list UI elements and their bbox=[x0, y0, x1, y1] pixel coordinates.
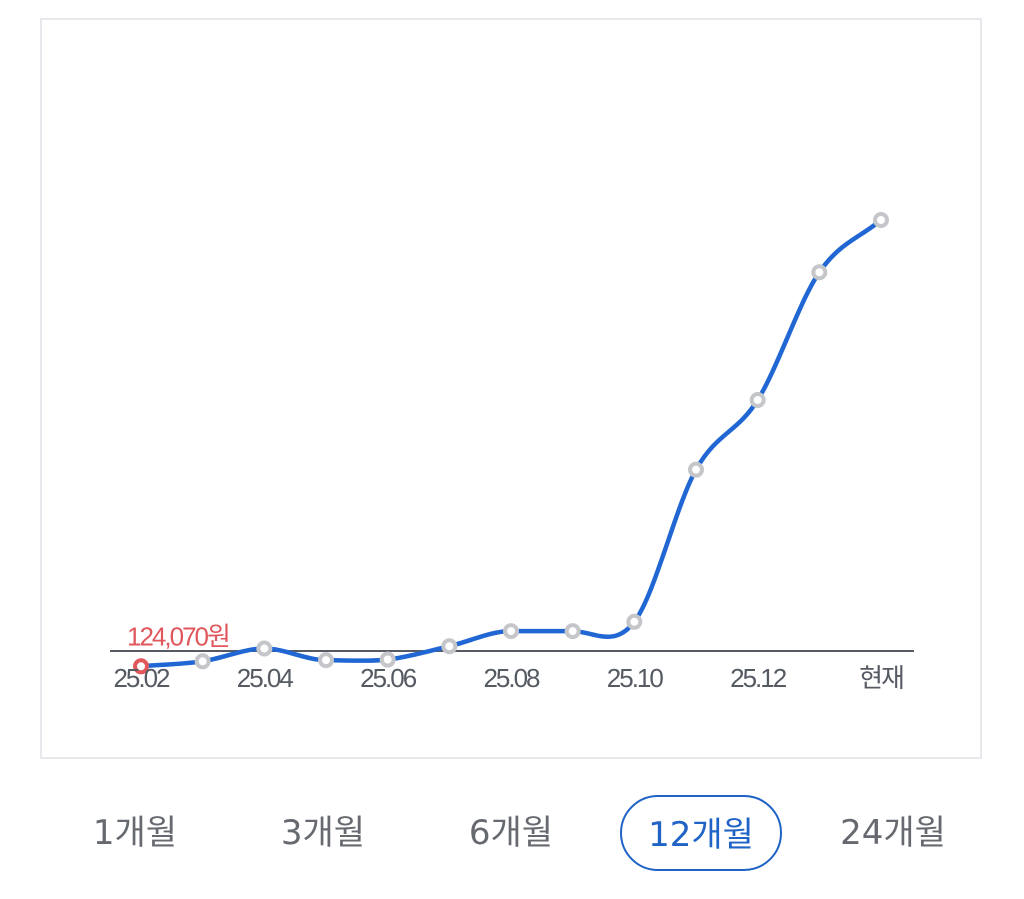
data-point bbox=[441, 638, 458, 655]
data-point bbox=[379, 651, 396, 668]
data-point-highlight bbox=[133, 658, 149, 675]
data-point bbox=[749, 392, 766, 408]
tab-3-months[interactable]: 3개월 bbox=[280, 813, 366, 853]
series-line-layer bbox=[138, 217, 884, 669]
data-point bbox=[688, 461, 704, 478]
x-tick-label: 25.06 bbox=[360, 663, 417, 693]
data-point bbox=[256, 640, 273, 657]
tick-labels: 25.02 25.04 25.06 25.08 25.10 25.12 현재 124,070원 bbox=[113, 621, 905, 693]
data-point bbox=[873, 212, 889, 228]
tab-1-month[interactable]: 1개월 bbox=[92, 813, 178, 853]
data-points bbox=[133, 212, 889, 675]
data-point bbox=[564, 623, 581, 640]
data-point bbox=[318, 652, 334, 669]
data-point bbox=[503, 623, 519, 640]
period-selector: 1개월 3개월 6개월 12개월 24개월 bbox=[0, 790, 1024, 880]
price-line-chart: 25.02 25.04 25.06 25.08 25.10 25.12 현재 124,070원 bbox=[110, 212, 914, 693]
tab-6-months[interactable]: 6개월 bbox=[468, 813, 554, 853]
data-point bbox=[811, 264, 828, 281]
x-tick-label: 25.08 bbox=[483, 663, 540, 693]
data-point bbox=[194, 653, 211, 670]
x-tick-label: 25.04 bbox=[237, 663, 294, 693]
tab-24-months[interactable]: 24개월 bbox=[840, 813, 946, 853]
tab-12-months[interactable]: 12개월 bbox=[620, 795, 782, 871]
start-price-label: 124,070원 bbox=[127, 621, 229, 651]
x-tick-label: 25.12 bbox=[730, 663, 787, 693]
x-tick-label: 현재 bbox=[859, 663, 903, 693]
x-tick-label: 25.02 bbox=[113, 663, 170, 693]
series-line bbox=[138, 217, 884, 669]
data-point bbox=[626, 613, 643, 630]
x-tick-label: 25.10 bbox=[607, 663, 664, 693]
